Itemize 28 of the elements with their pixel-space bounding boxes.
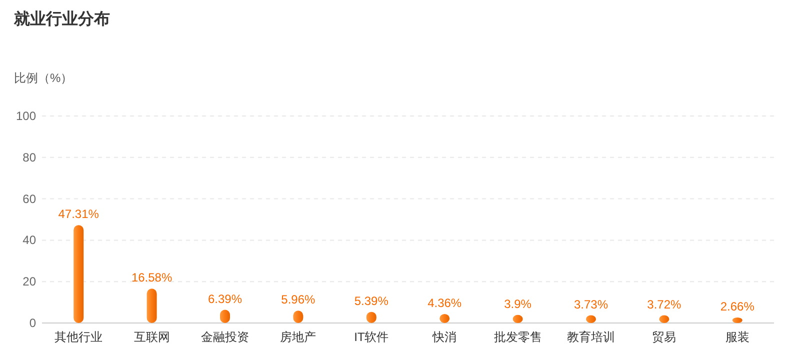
y-tick-label: 80 <box>22 150 36 164</box>
x-tick-label: 房地产 <box>280 330 316 344</box>
x-tick-label: 金融投资 <box>201 330 249 344</box>
x-tick-label: 教育培训 <box>567 330 615 344</box>
y-tick-label: 40 <box>22 233 36 248</box>
x-tick-label: 批发零售 <box>494 330 542 344</box>
data-label: 47.31% <box>58 207 100 222</box>
x-tick-label: 贸易 <box>652 330 676 344</box>
x-tick-label: 服装 <box>725 330 750 344</box>
data-label: 2.66% <box>720 299 755 314</box>
data-label: 3.72% <box>647 297 682 312</box>
data-label: 6.39% <box>208 292 242 306</box>
y-tick-label: 100 <box>16 109 36 123</box>
y-tick-label: 0 <box>29 316 36 330</box>
x-tick-label: 快消 <box>432 330 457 344</box>
data-label: 16.58% <box>131 270 172 285</box>
y-axis-title: 比例（%） <box>14 71 73 85</box>
data-label: 4.36% <box>428 296 462 310</box>
y-tick-label: 60 <box>22 192 36 206</box>
y-tick-label: 20 <box>22 274 36 289</box>
chart-title: 就业行业分布 <box>13 10 110 28</box>
x-tick-label: 互联网 <box>134 330 170 344</box>
data-label: 3.9% <box>504 296 532 311</box>
data-label: 5.39% <box>354 294 389 308</box>
x-tick-label: 其他行业 <box>54 330 103 344</box>
data-label: 3.73% <box>574 297 608 312</box>
data-label: 5.96% <box>281 292 316 307</box>
x-tick-label: IT软件 <box>354 330 389 344</box>
